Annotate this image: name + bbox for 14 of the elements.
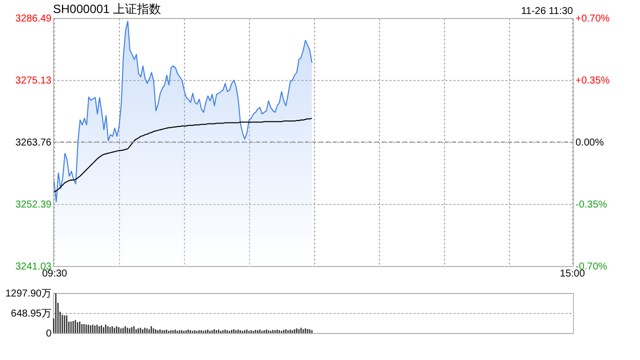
- y2-tick-label: -0.35%: [576, 200, 608, 210]
- y2-tick-label: +0.35%: [576, 76, 610, 86]
- y-tick-label: 648.95万: [10, 308, 52, 320]
- y-tick-label: 0: [46, 328, 52, 340]
- y-tick-label: 3263.76: [15, 138, 52, 148]
- y-tick-label: 3252.39: [15, 200, 52, 211]
- line-series: [54, 118, 312, 192]
- y2-tick-label: 0.00%: [576, 138, 604, 148]
- y-tick-label: 1297.90万: [5, 288, 52, 300]
- text: 11-26 11:30: [521, 6, 574, 17]
- chart-title: SH000001 上证指数: [53, 2, 162, 16]
- y-tick-label: 3275.13: [15, 75, 52, 86]
- y2-tick-label: +0.70%: [576, 14, 610, 24]
- y-tick-label: 3286.49: [15, 14, 52, 24]
